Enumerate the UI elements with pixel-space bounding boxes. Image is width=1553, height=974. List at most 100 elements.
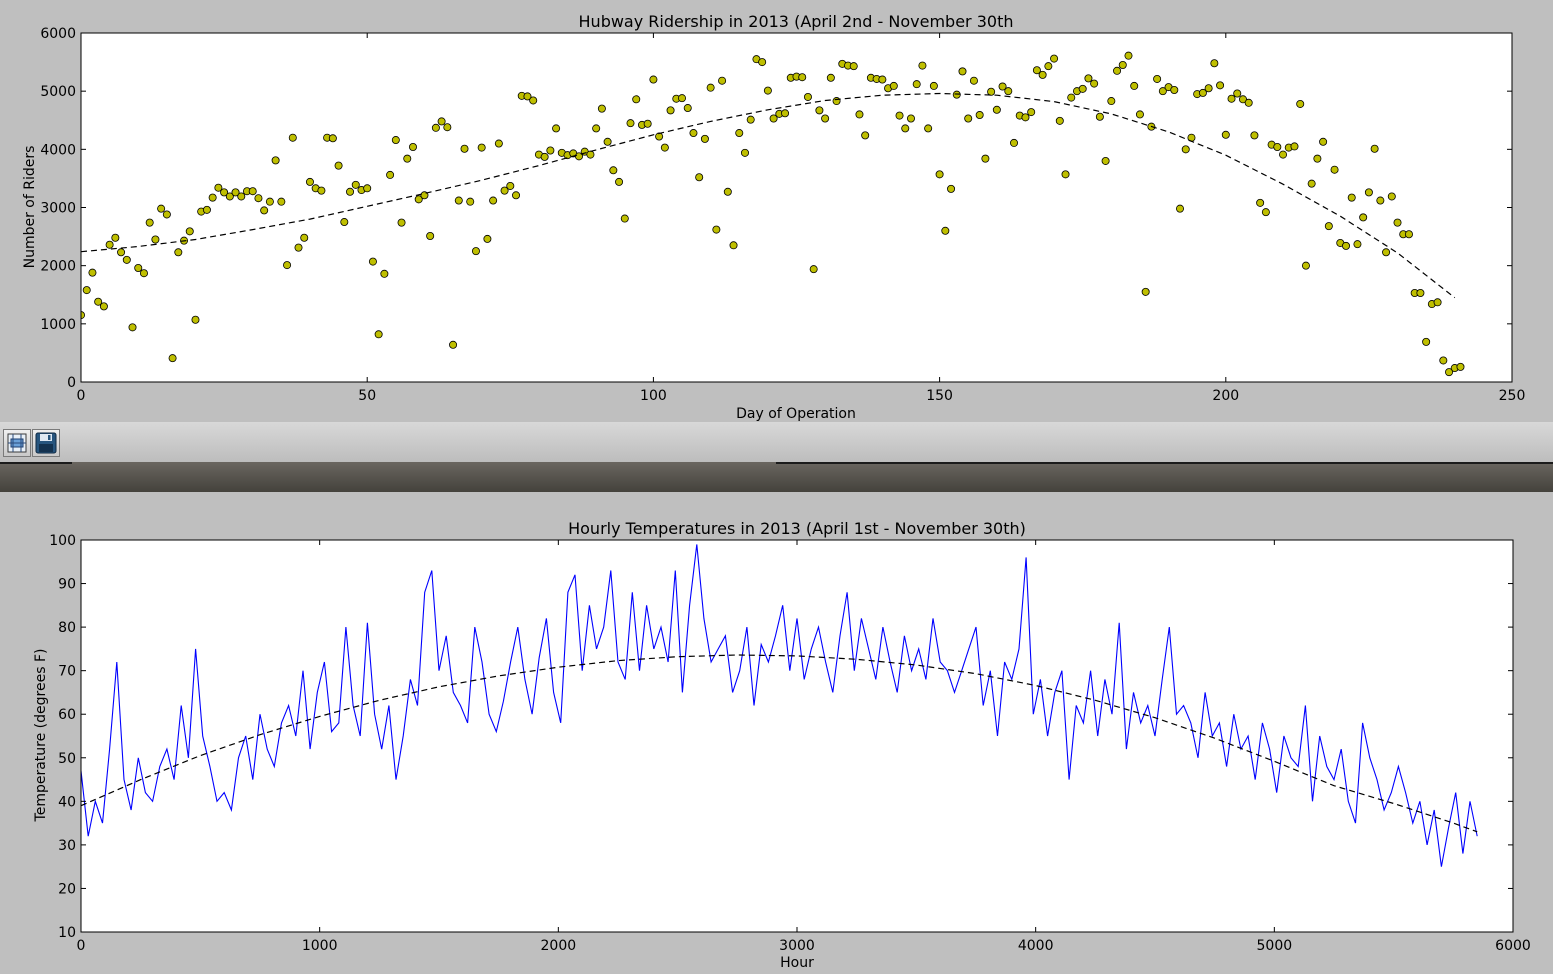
data-point — [1141, 287, 1150, 296]
data-point — [1021, 113, 1030, 122]
data-point — [368, 257, 377, 266]
data-point — [546, 146, 555, 155]
data-point — [906, 114, 915, 123]
data-point — [1319, 137, 1328, 146]
data-point — [1439, 356, 1448, 365]
data-point — [105, 240, 114, 249]
data-point — [1044, 62, 1053, 71]
data-point — [328, 134, 337, 143]
data-point — [1307, 179, 1316, 188]
data-point — [1279, 150, 1288, 159]
y-tick-label: 40 — [58, 794, 76, 810]
data-point — [1416, 289, 1425, 298]
data-point — [809, 265, 818, 274]
data-point — [918, 61, 927, 70]
data-point — [426, 232, 435, 241]
data-point — [1198, 88, 1207, 97]
y-tick-label: 100 — [49, 533, 76, 549]
data-point — [529, 96, 538, 105]
data-point — [781, 109, 790, 118]
data-point — [798, 73, 807, 82]
y-tick-label: 6000 — [40, 26, 76, 42]
data-point — [294, 243, 303, 252]
data-point — [1004, 87, 1013, 96]
data-point — [1359, 213, 1368, 222]
data-point — [832, 97, 841, 106]
data-point — [288, 133, 297, 142]
data-point — [821, 114, 830, 123]
data-point — [1422, 337, 1431, 346]
x-tick-label: 5000 — [1257, 938, 1293, 954]
data-point — [466, 197, 475, 206]
data-point — [763, 86, 772, 95]
data-point — [248, 187, 257, 196]
data-point — [494, 139, 503, 148]
data-point — [1330, 165, 1339, 174]
data-point — [1061, 170, 1070, 179]
data-point — [460, 144, 469, 153]
data-point — [1244, 98, 1253, 107]
temperature-chart: Hourly Temperatures in 2013 (April 1st -… — [33, 519, 1531, 971]
chart-title: Hubway Ridership in 2013 (April 2nd - No… — [579, 12, 1014, 31]
y-tick-label: 1000 — [40, 317, 76, 333]
data-point — [500, 186, 509, 195]
y-tick-label: 20 — [58, 881, 76, 897]
data-point — [300, 233, 309, 242]
data-point — [1032, 66, 1041, 75]
data-point — [1135, 110, 1144, 119]
data-point — [895, 111, 904, 120]
save-figure-button[interactable] — [32, 429, 60, 457]
data-point — [391, 136, 400, 145]
data-point — [1118, 60, 1127, 69]
trend-line — [81, 92, 1456, 299]
data-point — [729, 241, 738, 250]
data-point — [603, 137, 612, 146]
data-point — [947, 184, 956, 193]
data-point — [1433, 298, 1442, 307]
data-point — [746, 115, 755, 124]
figure-splitter[interactable] — [0, 462, 1553, 492]
ridership-chart: Hubway Ridership in 2013 (April 2nd - No… — [22, 12, 1525, 422]
data-point — [678, 94, 687, 103]
y-tick-label: 4000 — [40, 142, 76, 158]
data-point — [168, 354, 177, 363]
data-point — [1313, 154, 1322, 163]
data-point — [220, 188, 229, 197]
data-point — [632, 95, 641, 104]
data-point — [683, 104, 692, 113]
y-tick-label: 2000 — [40, 259, 76, 275]
data-point — [1238, 95, 1247, 104]
data-point — [666, 106, 675, 115]
data-point — [815, 106, 824, 115]
data-point — [174, 248, 183, 257]
data-point — [695, 173, 704, 182]
data-point — [552, 124, 561, 133]
data-point — [1261, 208, 1270, 217]
data-point — [397, 218, 406, 227]
trend-line — [81, 654, 1478, 833]
x-tick-label: 6000 — [1495, 938, 1531, 954]
data-point — [1382, 248, 1391, 257]
plot-marks — [81, 544, 1478, 867]
data-point — [111, 233, 120, 242]
data-point — [334, 161, 343, 170]
data-point — [975, 111, 984, 120]
data-point — [735, 129, 744, 138]
data-point — [586, 150, 595, 159]
data-point — [1227, 94, 1236, 103]
plot-marks — [81, 51, 1465, 377]
data-point — [1038, 70, 1047, 79]
data-point — [202, 205, 211, 214]
data-point — [878, 75, 887, 84]
data-point — [849, 62, 858, 71]
data-point — [1010, 138, 1019, 147]
data-point — [128, 323, 137, 332]
data-point — [139, 269, 148, 278]
data-point — [1158, 87, 1167, 96]
data-point — [134, 263, 143, 272]
save-icon — [35, 432, 57, 454]
data-point — [483, 234, 492, 243]
configure-subplots-button[interactable] — [3, 429, 31, 457]
data-point — [1370, 144, 1379, 153]
data-point — [597, 104, 606, 113]
